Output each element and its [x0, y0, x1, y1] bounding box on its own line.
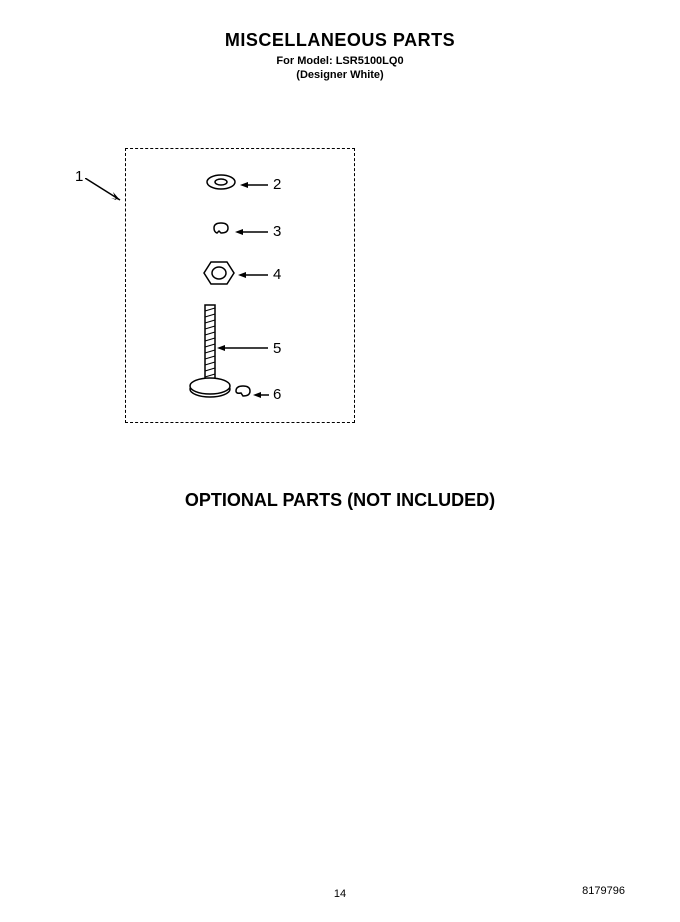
page-title: MISCELLANEOUS PARTS: [0, 30, 680, 51]
doc-number: 8179796: [582, 885, 625, 897]
callout-6: 6: [273, 386, 281, 403]
clip-icon: [233, 383, 253, 399]
arrow-1: [85, 178, 125, 208]
callout-2: 2: [273, 176, 281, 193]
page-number: 14: [0, 888, 680, 900]
model-prefix: For Model:: [276, 55, 335, 67]
section-title: OPTIONAL PARTS (NOT INCLUDED): [0, 490, 680, 511]
model-number: LSR5100LQ0: [336, 55, 404, 67]
callout-3: 3: [273, 223, 281, 240]
parts-diagram: 1 2 3 4: [125, 148, 355, 423]
lock-washer-icon: [210, 220, 232, 236]
hex-nut-icon: [202, 258, 236, 288]
callout-5: 5: [273, 340, 281, 357]
bolt-icon: [185, 303, 235, 403]
washer-icon: [205, 173, 237, 191]
model-line: For Model: LSR5100LQ0: [0, 55, 680, 67]
callout-4: 4: [273, 266, 281, 283]
variant-line: (Designer White): [0, 69, 680, 81]
callout-1: 1: [75, 168, 83, 185]
assembly-box: [125, 148, 355, 423]
